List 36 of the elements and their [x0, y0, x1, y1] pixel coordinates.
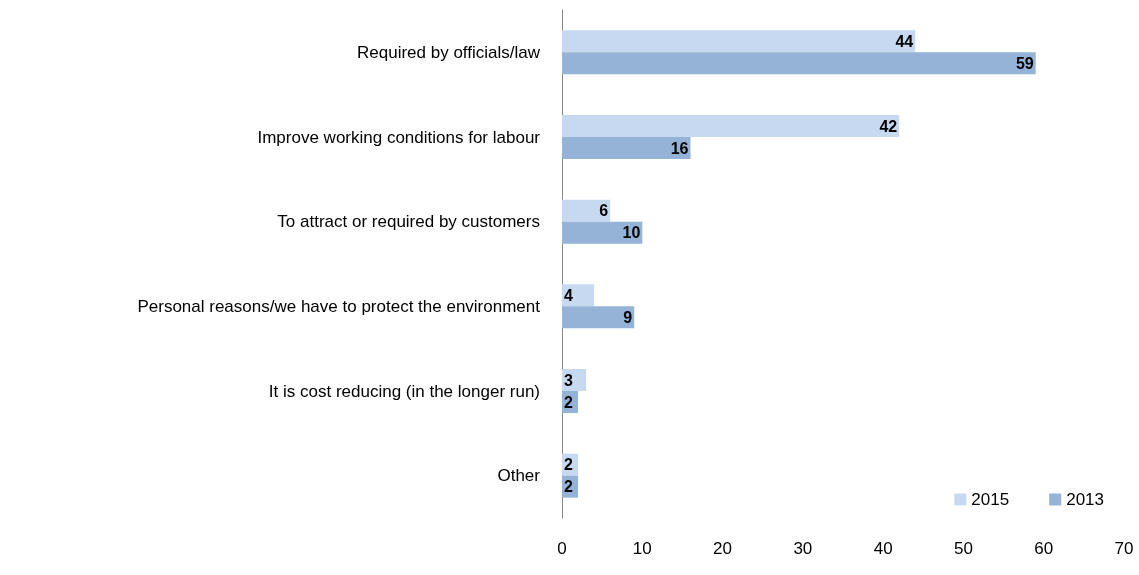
data-label: 16 — [670, 139, 689, 157]
data-label: 2 — [564, 456, 573, 474]
data-label: 9 — [623, 308, 633, 326]
y-tick-label: Required by officials/law — [357, 42, 541, 62]
bar — [562, 30, 916, 53]
x-tick-label: 50 — [953, 539, 973, 558]
y-tick-label: Personal reasons/we have to protect the environment — [137, 296, 541, 316]
bar — [562, 199, 611, 222]
x-tick-label: 60 — [1034, 539, 1054, 558]
data-label: 2 — [564, 393, 573, 411]
x-tick-label: 20 — [713, 539, 733, 558]
bar — [562, 137, 691, 159]
x-tick-label: 30 — [793, 539, 813, 558]
data-label: 44 — [895, 32, 914, 50]
bar — [562, 115, 900, 137]
data-label: 42 — [879, 117, 898, 135]
x-tick-label: 40 — [873, 539, 893, 558]
y-tick-label: Improve working conditions for labour — [257, 127, 541, 147]
y-tick-label: Other — [497, 466, 541, 486]
bar — [562, 306, 635, 329]
legend-label: 2015 — [971, 490, 1010, 509]
data-label: 3 — [564, 371, 573, 389]
data-label: 6 — [599, 202, 609, 220]
data-label: 59 — [1015, 54, 1034, 72]
x-tick-label: 10 — [632, 539, 652, 558]
x-tick-label: 0 — [557, 539, 567, 558]
data-label: 2 — [564, 478, 573, 496]
bar — [562, 52, 1036, 75]
bar — [562, 284, 595, 307]
legend-label: 2013 — [1066, 490, 1105, 509]
data-label: 4 — [564, 286, 573, 304]
y-tick-label: To attract or required by customers — [277, 212, 540, 232]
y-tick-label: It is cost reducing (in the longer run) — [268, 381, 540, 401]
data-label: 10 — [622, 224, 641, 242]
bar — [562, 221, 643, 244]
x-tick-label: 70 — [1114, 539, 1134, 558]
